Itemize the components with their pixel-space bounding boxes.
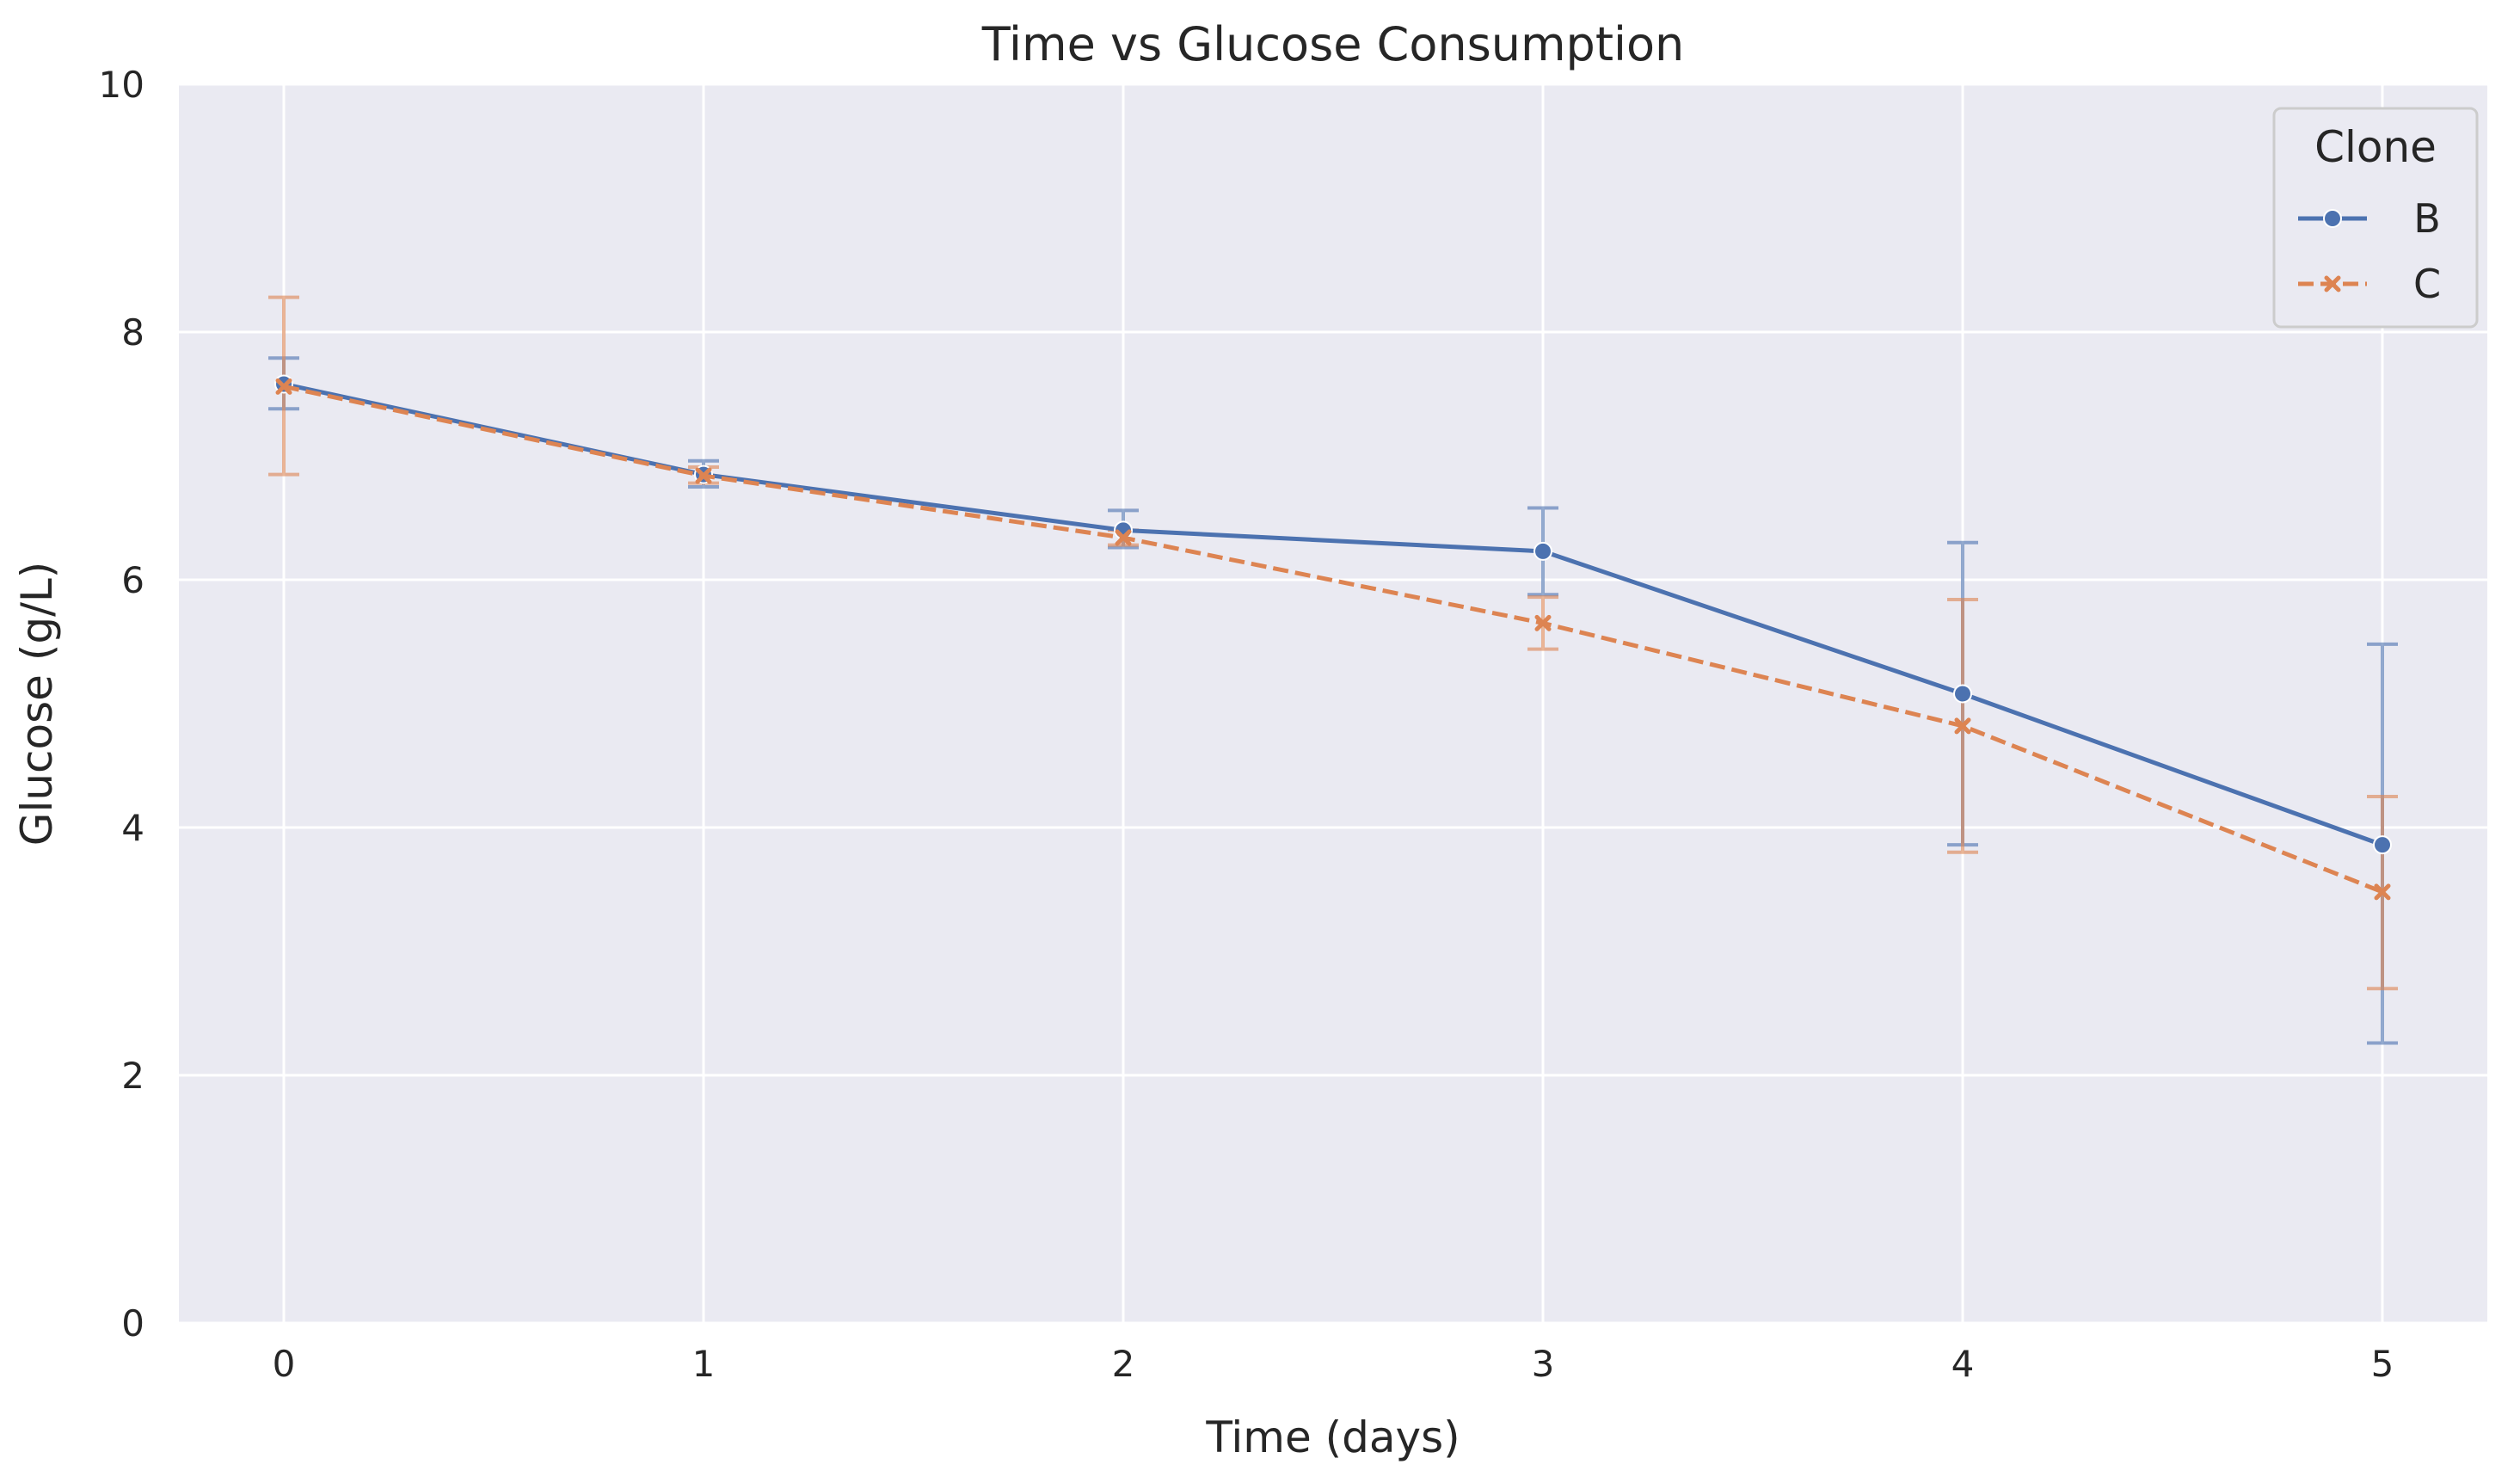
- x-tick-label-4: 4: [1951, 1343, 1975, 1385]
- x-tick-label-2: 2: [1112, 1343, 1135, 1385]
- legend: Clone BC: [2272, 107, 2479, 329]
- legend-marker-C: [2324, 275, 2341, 292]
- y-axis-label: Glucose (g/L): [12, 562, 62, 846]
- point-C-0: [275, 378, 292, 395]
- y-tick-label-4: 8: [121, 311, 144, 354]
- y-tick-label-1: 2: [121, 1055, 144, 1097]
- tick-labels: 0 1 2 3 4 5 0 2 4 6 8 10: [99, 64, 2394, 1385]
- point-C-1-stroke-2: [695, 467, 712, 484]
- point-C-4: [1954, 717, 1971, 735]
- point-C-2-stroke-2: [1115, 529, 1132, 546]
- legend-box: [2272, 107, 2479, 329]
- series-line-B: [283, 382, 2383, 847]
- legend-marker-C-stroke-2: [2324, 275, 2341, 292]
- point-C-3-stroke-2: [1534, 614, 1552, 631]
- legend-title: Clone: [2314, 122, 2437, 172]
- point-C-3: [1534, 614, 1552, 631]
- point-C-5-stroke-2: [2374, 883, 2391, 901]
- x-axis-label: Time (days): [1205, 1412, 1460, 1462]
- legend-label-C: C: [2413, 261, 2441, 307]
- x-tick-label-0: 0: [273, 1343, 296, 1385]
- point-C-2: [1115, 529, 1132, 546]
- y-tick-label-5: 10: [99, 64, 144, 106]
- point-B-3: [1534, 541, 1552, 561]
- x-tick-label-1: 1: [692, 1343, 716, 1385]
- legend-label-B: B: [2413, 195, 2441, 242]
- point-B-5: [2373, 835, 2392, 855]
- series-layer: [268, 295, 2398, 1045]
- point-C-0-stroke-2: [275, 378, 292, 395]
- point-C-1: [695, 467, 712, 484]
- point-C-4-stroke-2: [1954, 717, 1971, 735]
- y-tick-label-3: 6: [121, 559, 144, 601]
- legend-marker-B: [2323, 209, 2342, 228]
- x-tick-label-3: 3: [1532, 1343, 1555, 1385]
- y-tick-label-0: 0: [121, 1302, 144, 1345]
- legend-items: BC: [2298, 195, 2441, 307]
- point-C-5: [2374, 883, 2391, 901]
- plot-background: [179, 84, 2487, 1323]
- x-tick-label-5: 5: [2371, 1343, 2394, 1385]
- y-tick-label-2: 4: [121, 807, 144, 849]
- chart-title: Time vs Glucose Consumption: [981, 17, 1685, 71]
- point-B-4: [1953, 684, 1972, 704]
- series-line-C: [283, 384, 2383, 895]
